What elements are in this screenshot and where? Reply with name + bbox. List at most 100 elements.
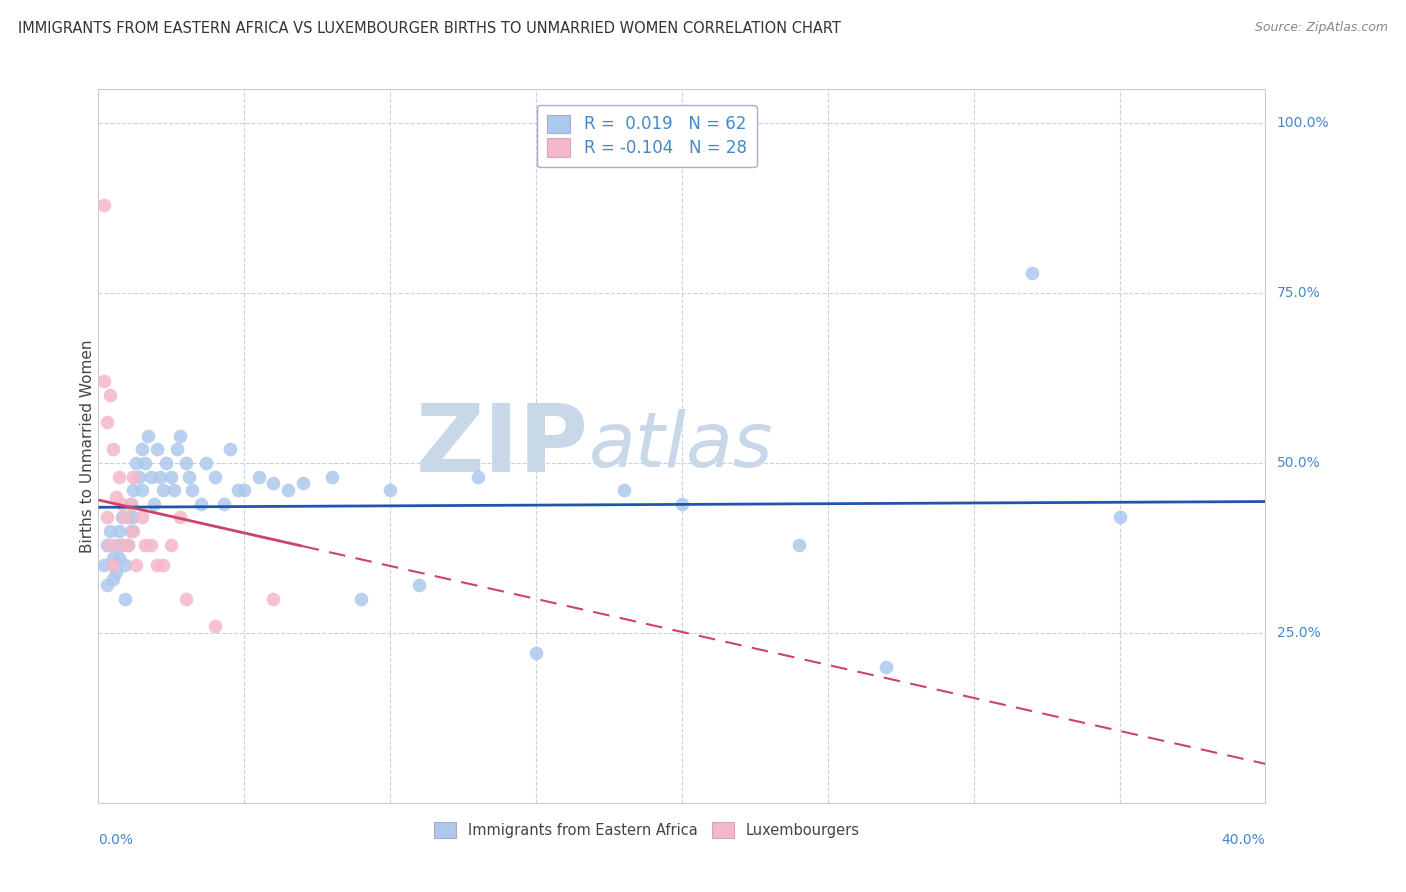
Point (104, 537, 127, 551)
Point (139, 469, 162, 483)
Point (114, 591, 136, 606)
Point (93, 558, 115, 572)
Point (152, 558, 174, 572)
Point (218, 442, 240, 457)
Point (380, 483, 402, 498)
Point (174, 456, 197, 470)
Point (98, 388, 121, 402)
Point (120, 497, 142, 511)
Point (228, 483, 250, 498)
Point (195, 456, 218, 470)
Point (131, 483, 153, 498)
Point (155, 456, 177, 470)
Text: 40.0%: 40.0% (1222, 833, 1265, 847)
Point (117, 510, 139, 524)
Point (139, 537, 162, 551)
Point (180, 483, 202, 498)
Point (277, 483, 299, 498)
Point (122, 469, 145, 483)
Point (247, 469, 270, 483)
Point (101, 442, 124, 457)
Point (291, 476, 314, 491)
Point (108, 551, 131, 566)
Point (131, 510, 153, 524)
Point (787, 537, 810, 551)
Point (233, 483, 256, 498)
Text: 50.0%: 50.0% (1277, 456, 1320, 470)
Point (122, 510, 145, 524)
Point (350, 591, 373, 606)
Point (163, 483, 186, 498)
Point (125, 558, 148, 572)
Legend: Immigrants from Eastern Africa, Luxembourgers: Immigrants from Eastern Africa, Luxembou… (427, 815, 868, 846)
Point (160, 469, 183, 483)
Text: IMMIGRANTS FROM EASTERN AFRICA VS LUXEMBOURGER BIRTHS TO UNMARRIED WOMEN CORRELA: IMMIGRANTS FROM EASTERN AFRICA VS LUXEMB… (18, 21, 841, 36)
Point (467, 469, 489, 483)
Point (117, 537, 139, 551)
Point (93, 198, 115, 212)
Point (174, 591, 197, 606)
Point (117, 537, 139, 551)
Point (262, 591, 284, 606)
Point (104, 565, 127, 579)
Y-axis label: Births to Unmarried Women: Births to Unmarried Women (80, 339, 94, 553)
Point (120, 497, 142, 511)
Point (524, 646, 547, 660)
Text: atlas: atlas (589, 409, 773, 483)
Point (98, 524, 121, 538)
Point (321, 469, 343, 483)
Point (104, 490, 127, 504)
Point (146, 442, 169, 457)
Point (134, 456, 156, 470)
Point (96, 537, 118, 551)
Point (101, 572, 124, 586)
Point (98, 537, 121, 551)
Point (111, 537, 134, 551)
Point (212, 497, 235, 511)
Text: ZIP: ZIP (416, 400, 589, 492)
Point (101, 551, 124, 566)
Point (122, 524, 145, 538)
Point (111, 497, 134, 511)
Point (204, 469, 226, 483)
Point (262, 476, 284, 491)
Point (875, 660, 897, 674)
Point (122, 483, 145, 498)
Point (108, 469, 131, 483)
Point (169, 429, 191, 443)
Point (204, 619, 226, 633)
Point (190, 497, 212, 511)
Point (120, 524, 142, 538)
Point (111, 510, 134, 524)
Point (160, 537, 183, 551)
Point (96, 415, 118, 429)
Point (671, 497, 693, 511)
Point (114, 558, 136, 572)
Text: 0.0%: 0.0% (98, 833, 134, 847)
Point (166, 442, 188, 457)
Point (134, 537, 156, 551)
Point (1021, 266, 1043, 280)
Text: 75.0%: 75.0% (1277, 286, 1320, 300)
Point (177, 469, 200, 483)
Point (1108, 510, 1130, 524)
Point (149, 469, 172, 483)
Text: 25.0%: 25.0% (1277, 626, 1320, 640)
Point (612, 483, 634, 498)
Point (101, 558, 124, 572)
Point (142, 497, 165, 511)
Text: 100.0%: 100.0% (1277, 116, 1329, 130)
Point (131, 442, 153, 457)
Point (136, 429, 159, 443)
Point (128, 469, 150, 483)
Point (93, 375, 115, 389)
Point (125, 456, 148, 470)
Point (111, 537, 134, 551)
Point (96, 578, 118, 592)
Point (108, 524, 131, 538)
Text: Source: ZipAtlas.com: Source: ZipAtlas.com (1254, 21, 1388, 34)
Point (152, 483, 174, 498)
Point (408, 578, 430, 592)
Point (114, 510, 136, 524)
Point (96, 510, 118, 524)
